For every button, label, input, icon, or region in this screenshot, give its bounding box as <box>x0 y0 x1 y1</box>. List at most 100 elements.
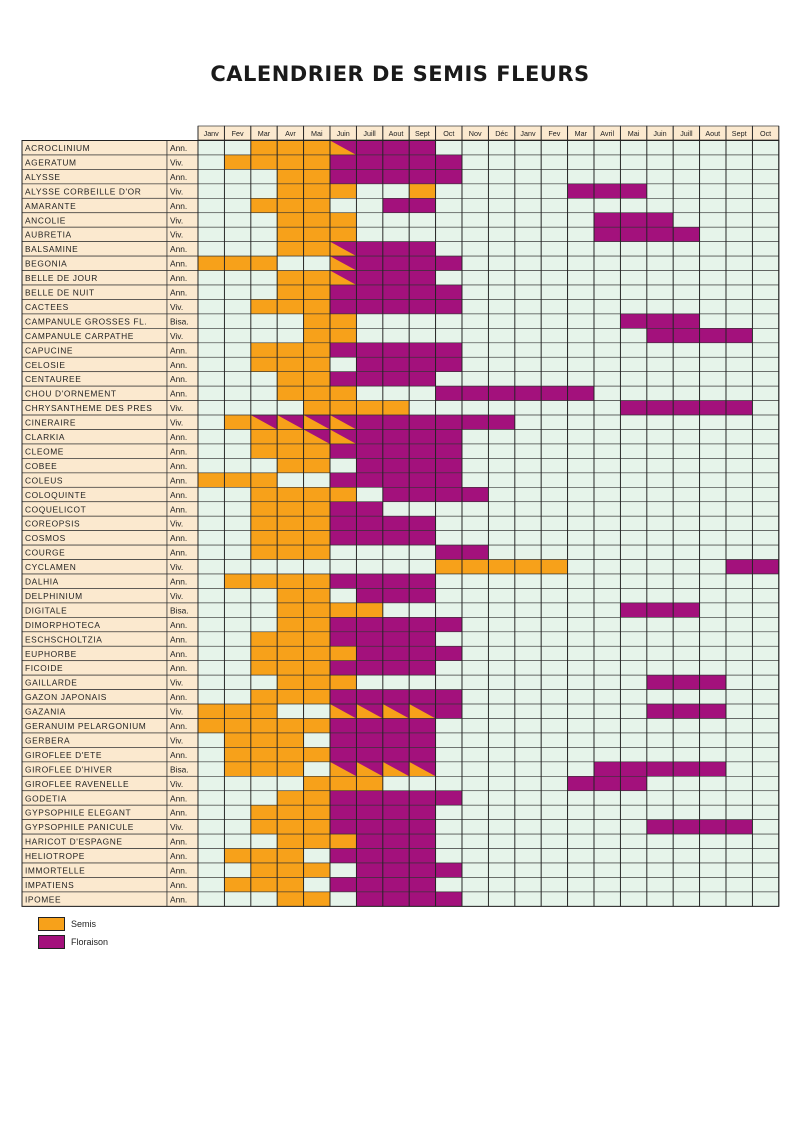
calendar-cell-empty <box>646 183 674 199</box>
calendar-cell-semis <box>329 602 357 618</box>
calendar-cell-semis <box>250 718 278 734</box>
calendar-cell-empty <box>540 140 568 156</box>
calendar-cell-empty <box>514 617 542 633</box>
flower-name: CINERAIRE <box>25 418 76 428</box>
calendar-cell-floraison <box>408 371 436 387</box>
calendar-cell-semis <box>276 458 304 474</box>
calendar-cell-semis <box>250 501 278 517</box>
calendar-cell-empty <box>752 775 780 792</box>
calendar-cell-semis <box>250 544 278 560</box>
calendar-cell-empty <box>488 761 516 777</box>
calendar-cell-floraison <box>725 819 753 835</box>
calendar-cell-floraison <box>593 183 621 199</box>
calendar-cell-floraison <box>435 255 463 271</box>
calendar-cell-empty <box>514 183 542 199</box>
calendar-cell-empty <box>250 183 278 199</box>
calendar-cell-floraison <box>435 429 463 445</box>
calendar-cell-empty <box>672 472 700 488</box>
calendar-cell-empty <box>593 429 621 445</box>
calendar-cell-empty <box>672 212 700 228</box>
calendar-cell-floraison <box>382 255 410 271</box>
calendar-cell-empty <box>197 833 225 849</box>
calendar-cell-empty <box>752 790 780 806</box>
flower-name: CACTEES <box>25 302 69 312</box>
calendar-cell-floraison <box>356 458 384 474</box>
calendar-cell-floraison <box>672 602 700 618</box>
month-header-label: Oct <box>760 129 771 138</box>
calendar-cell-semis <box>303 400 331 416</box>
calendar-cell-floraison <box>329 819 357 835</box>
calendar-cell-empty <box>461 862 489 878</box>
calendar-cell-empty <box>197 226 225 242</box>
calendar-cell-empty <box>620 501 648 517</box>
calendar-cell-floraison <box>356 169 384 185</box>
calendar-cell-floraison <box>329 443 357 459</box>
calendar-cell-empty <box>303 559 331 575</box>
calendar-cell-semis <box>224 732 252 748</box>
calendar-cell-empty <box>725 154 753 170</box>
calendar-cell-empty <box>303 877 331 893</box>
calendar-cell-empty <box>646 385 674 401</box>
calendar-cell-floraison <box>699 819 727 835</box>
calendar-cell-empty <box>672 443 700 459</box>
calendar-cell-empty <box>699 486 727 503</box>
calendar-cell-floraison <box>408 877 436 893</box>
calendar-cell-empty <box>461 270 489 286</box>
calendar-cell-empty <box>620 573 648 589</box>
calendar-cell-empty <box>752 198 780 214</box>
calendar-cell-empty <box>435 400 463 416</box>
calendar-cell-floraison <box>408 356 436 372</box>
calendar-cell-empty <box>620 472 648 488</box>
flower-name: BEGONIA <box>25 259 67 269</box>
calendar-cell-empty <box>488 342 516 358</box>
calendar-cell-empty <box>514 862 542 878</box>
calendar-cell-empty <box>699 848 727 864</box>
month-header-label: Aout <box>705 129 720 138</box>
calendar-cell-empty <box>620 544 648 560</box>
calendar-cell-empty <box>672 515 700 531</box>
calendar-cell-empty <box>540 775 568 792</box>
calendar-cell-semis <box>250 660 278 676</box>
calendar-cell-floraison <box>356 241 384 257</box>
calendar-cell-empty <box>725 674 753 690</box>
calendar-cell-semis <box>329 486 357 503</box>
calendar-cell-empty <box>672 660 700 676</box>
calendar-cell-empty <box>620 429 648 445</box>
calendar-cell-empty <box>593 371 621 387</box>
calendar-cell-floraison <box>382 154 410 170</box>
calendar-cell-floraison <box>672 674 700 690</box>
calendar-cell-empty <box>224 284 252 300</box>
calendar-cell-empty <box>329 458 357 474</box>
calendar-cell-empty <box>540 645 568 661</box>
month-header-label: Déc <box>495 129 508 138</box>
calendar-cell-empty <box>514 804 542 820</box>
calendar-cell-floraison <box>408 833 436 849</box>
calendar-cell-floraison <box>593 226 621 242</box>
diagonal-semis-part <box>330 704 357 719</box>
calendar-cell-empty <box>672 154 700 170</box>
calendar-cell-empty <box>567 674 595 690</box>
calendar-cell-empty <box>540 429 568 445</box>
calendar-cell-floraison <box>356 833 384 849</box>
calendar-cell-semis <box>276 486 304 503</box>
calendar-cell-empty <box>197 559 225 575</box>
calendar-cell-empty <box>514 515 542 531</box>
calendar-cell-empty <box>197 198 225 214</box>
calendar-cell-empty <box>725 226 753 242</box>
calendar-cell-empty <box>725 458 753 474</box>
calendar-cell-empty <box>646 472 674 488</box>
calendar-cell-floraison <box>329 848 357 864</box>
calendar-cell-empty <box>620 617 648 633</box>
calendar-cell-empty <box>672 631 700 647</box>
calendar-cell-empty <box>672 255 700 271</box>
calendar-cell-semis <box>329 313 357 329</box>
calendar-cell-empty <box>752 544 780 560</box>
legend-semis: Semis <box>38 917 96 931</box>
calendar-cell-empty <box>699 544 727 560</box>
calendar-cell-semis <box>224 472 252 488</box>
calendar-cell-empty <box>224 617 252 633</box>
calendar-cell-empty <box>514 631 542 647</box>
calendar-cell-empty <box>699 515 727 531</box>
calendar-cell-empty <box>725 299 753 315</box>
calendar-cell-empty <box>303 732 331 748</box>
